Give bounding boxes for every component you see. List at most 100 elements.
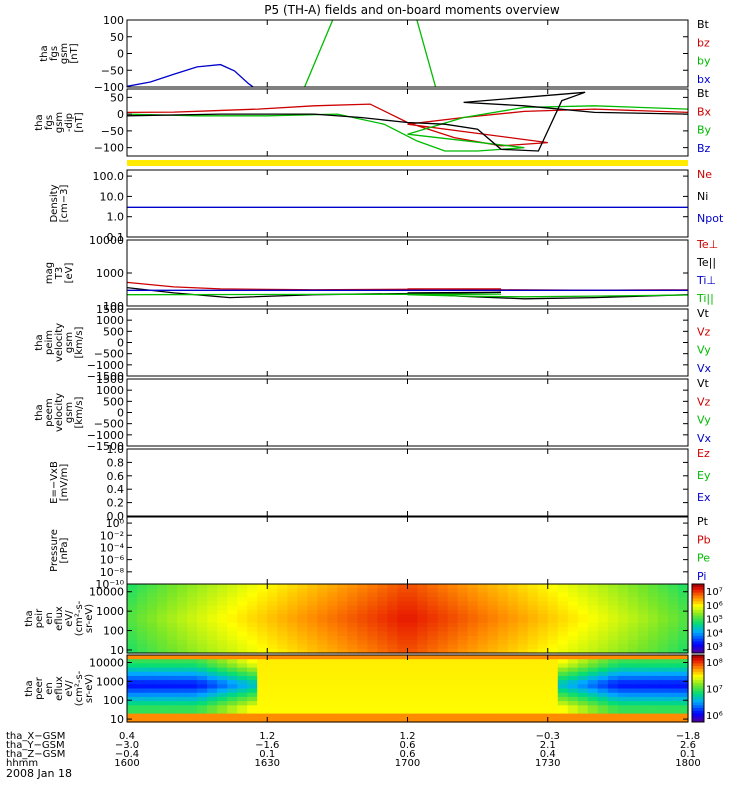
spectrogram-cell [297,684,308,690]
spectrogram-cell [377,663,388,669]
spectrogram-cell [407,648,419,654]
spectrogram-cell [678,644,689,650]
spectrogram-cell [547,675,559,681]
spectrogram-cell [547,618,559,624]
spectrogram-cell [167,688,178,694]
spectrogram-cell [457,584,469,589]
spectrogram-cell [477,675,489,681]
y-tick-label: 0.4 [107,483,125,496]
spectrogram-cell [607,696,619,702]
y-tick-label: 10 [110,644,124,657]
spectrogram-cell [457,655,469,660]
spectrogram-cell [527,635,539,641]
spectrogram-cell [297,696,308,702]
spectrogram-cell [647,709,659,715]
spectrogram-cell [607,614,619,620]
spectrogram-cell [397,713,409,719]
legend-entry: By [697,124,712,137]
spectrogram-cell [217,680,228,685]
series-line-Npot [127,206,688,208]
spectrogram-cell [387,680,399,685]
spectrogram-cell [668,605,679,611]
spectrogram-cell [137,614,148,620]
spectrogram-cell [507,640,519,645]
spectrogram-cell [477,635,489,641]
spectrogram-cell [127,680,138,685]
spectrogram-cell [617,680,629,685]
spectrogram-cell [577,709,589,715]
spectrogram-cell [637,675,649,681]
spectrogram-cell [187,655,198,660]
spectrogram-cell [207,684,218,690]
spectrogram-cell [457,618,469,624]
legend-entry: Vx [697,362,712,375]
spectrogram-cell [597,648,609,654]
spectrogram-cell [557,667,569,673]
spectrogram-cell [637,659,649,664]
spectrogram-cell [337,659,348,664]
colorbar-cell [692,691,704,695]
spectrogram-cell [127,588,138,594]
spectrogram-cell [487,618,499,624]
spectrogram-cell [507,588,519,594]
spectrogram-cell [557,614,569,620]
spectrogram-cell [187,696,198,702]
spectrogram-cell [668,684,679,690]
spectrogram-cell [657,648,669,654]
spectrogram-cell [527,692,539,698]
spectrogram-cell [327,631,338,637]
spectrogram-cell [337,584,348,589]
spectrogram-cell [337,588,348,594]
spectrogram-cell [397,709,409,715]
spectrogram-cell [547,705,559,711]
spectrogram-cell [647,696,659,702]
spectrogram-cell [197,659,208,664]
spectrogram-cell [447,605,459,611]
spectrogram-cell [367,618,378,624]
spectrogram-cell [537,618,549,624]
y-tick-label: 0.6 [107,470,125,483]
spectrogram-cell [517,696,529,702]
spectrogram-cell [567,596,579,602]
spectrogram-cell [627,701,639,706]
spectrogram-cell [457,680,469,685]
y-tick-label: 0.2 [107,497,125,510]
spectrogram-cell [527,584,539,589]
spectrogram-cell [207,588,218,594]
spectrogram-cell [327,671,338,677]
spectrogram-cell [327,696,338,702]
colorbar-cell [692,586,704,591]
spectrogram-cell [247,709,258,715]
spectrogram-cell [567,584,579,589]
colorbar-cell [692,618,704,622]
spectrogram-cell [447,622,459,628]
spectrogram-cell [127,692,138,698]
spectrogram-cell [567,622,579,628]
spectrogram-cell [507,618,519,624]
y-tick-label: 500 [103,325,124,338]
spectrogram-cell [587,709,599,715]
spectrogram-cell [187,631,198,637]
spectrogram-cell [427,648,439,654]
spectrogram-cell [477,618,489,624]
spectrogram-cell [387,688,399,694]
spectrogram-cell [668,705,679,711]
spectrogram-cell [357,605,368,611]
spectrogram-cell [678,596,689,602]
spectrogram-cell [397,696,409,702]
spectrogram-cell [527,659,539,664]
spectrogram-cell [377,713,388,719]
spectrogram-cell [247,713,258,719]
colorbar-tick-label: 10⁷ [706,587,723,598]
spectrogram-cell [267,648,278,654]
spectrogram-cell [417,601,429,607]
spectrogram-cell [517,667,529,673]
spectrogram-cell [377,622,388,628]
spectrogram-cell [297,648,308,654]
spectrogram-cell [197,601,208,607]
spectrogram-cell [147,655,158,660]
spectrogram-cell [337,713,348,719]
spectrogram-cell [297,605,308,611]
spectrogram-cell [137,659,148,664]
